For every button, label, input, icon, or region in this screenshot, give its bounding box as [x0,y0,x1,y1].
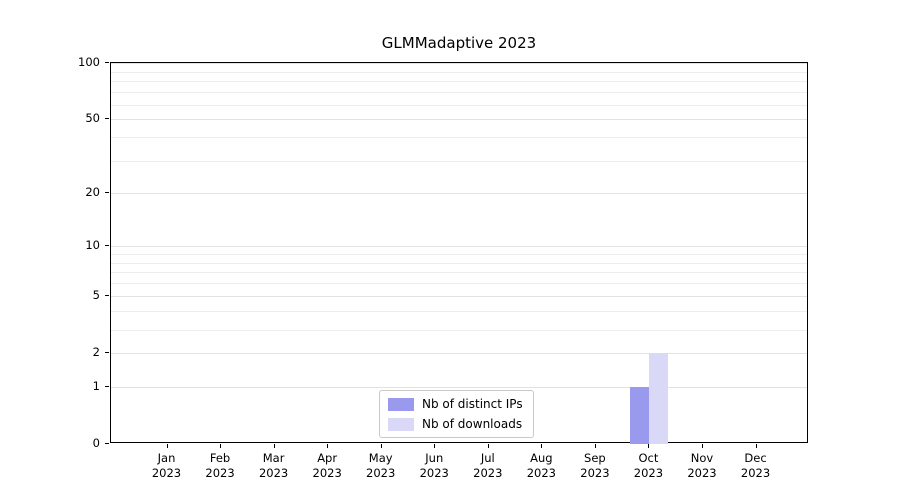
legend-swatch-icon [388,397,414,411]
y-tick-mark [105,245,109,247]
y-tick-label: 1 [92,378,100,393]
y-tick-label: 5 [92,288,100,303]
x-tick-mark [380,444,382,448]
y-tick-mark [105,385,109,387]
x-tick-mark [594,444,596,448]
gridline [111,192,807,194]
y-tick-mark [105,62,109,63]
legend-swatch-icon [388,417,414,431]
y-tick-mark [105,191,109,193]
gridline [111,253,807,255]
legend-label: Nb of distinct IPs [422,397,523,411]
x-tick-mark [220,444,222,448]
x-tick-mark [487,444,489,448]
y-tick-mark [105,118,109,120]
x-tick-mark [166,444,168,448]
x-tick-mark [327,444,329,448]
x-tick-label-jul: Jul 2023 [473,451,503,480]
gridline [111,386,807,388]
gridline [111,71,807,73]
x-tick-mark [755,444,757,448]
y-tick-mark [105,295,109,297]
gridline [111,272,807,274]
x-tick-label-sep: Sep 2023 [580,451,610,480]
y-tick-label: 50 [85,111,100,126]
x-tick-label-feb: Feb 2023 [205,451,235,480]
y-tick-mark [105,352,109,354]
x-tick-label-mar: Mar 2023 [258,451,289,480]
x-tick-label-may: May 2023 [366,451,396,480]
y-tick-label: 0 [92,436,100,450]
gridline [111,353,807,355]
x-tick-mark [648,444,650,448]
gridline [111,296,807,298]
x-tick-label-apr: Apr 2023 [312,451,342,480]
gridline [111,137,807,139]
gridline [111,92,807,94]
gridline [111,63,807,64]
gridline [111,160,807,162]
legend-entry: Nb of distinct IPs [388,397,523,411]
legend: Nb of distinct IPs Nb of downloads [379,390,534,438]
x-tick-label-jun: Jun 2023 [419,451,449,480]
legend-label: Nb of downloads [422,417,523,431]
x-tick-mark [541,444,543,448]
x-tick-label-aug: Aug 2023 [526,451,556,480]
gridline [111,119,807,121]
gridline [111,283,807,285]
gridline [111,246,807,248]
y-tick-label: 20 [85,184,100,199]
legend-entry: Nb of downloads [388,417,523,431]
gridline [111,104,807,106]
plot-area: Nb of distinct IPs Nb of downloads [110,62,808,444]
chart-title: GLMMadaptive 2023 [381,34,537,52]
gridline [111,81,807,83]
bar-oct-s0 [630,386,650,444]
gridline [111,329,807,331]
x-tick-label-jan: Jan 2023 [151,451,182,480]
y-tick-label: 100 [78,55,100,69]
bar-oct-s1 [649,353,669,444]
gridline [111,311,807,313]
y-tick-mark [105,443,109,444]
y-tick-label: 2 [92,345,100,360]
x-tick-label-nov: Nov 2023 [687,451,717,480]
y-tick-label: 10 [85,238,100,253]
x-tick-mark [702,444,703,448]
x-tick-label-oct: Oct 2023 [633,451,664,480]
gridline [111,262,807,264]
x-tick-mark [273,444,275,448]
x-tick-label-dec: Dec 2023 [740,451,771,480]
x-tick-mark [434,444,436,448]
